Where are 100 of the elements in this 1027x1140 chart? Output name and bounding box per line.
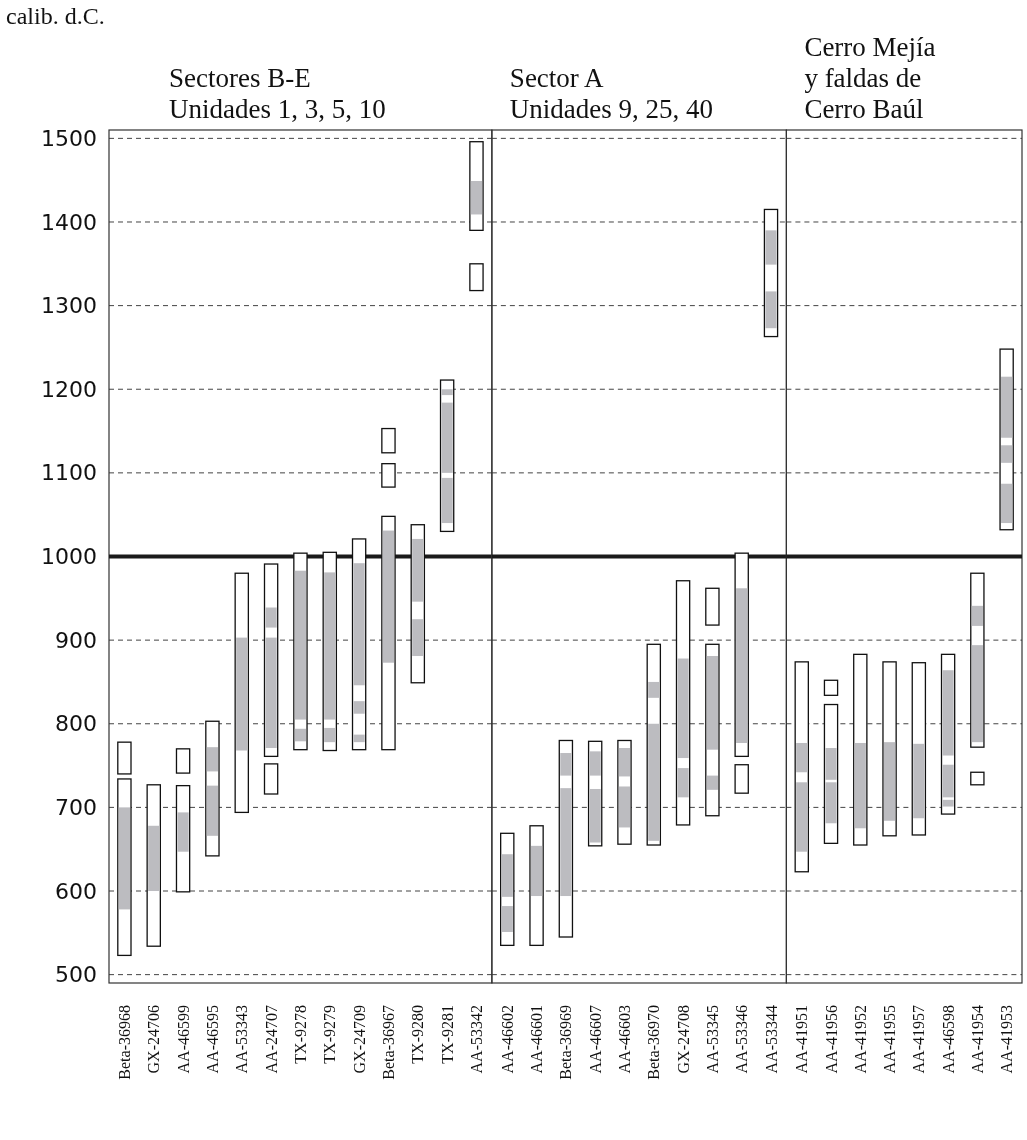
bar <box>412 538 424 602</box>
x-tick-label: AA-41952 <box>851 1005 869 1074</box>
bar <box>324 572 336 720</box>
bar <box>148 825 160 892</box>
y-tick-label: 800 <box>55 711 97 737</box>
bar <box>677 658 689 759</box>
bar <box>618 748 631 777</box>
bar <box>706 656 718 750</box>
y-tick-label: 900 <box>55 627 97 653</box>
bar <box>705 587 720 626</box>
y-tick-label: 1400 <box>41 209 97 235</box>
bar <box>589 751 601 776</box>
y-tick-label: 1300 <box>41 293 97 319</box>
y-tick-label: 1200 <box>41 376 97 402</box>
x-tick-label: AA-53344 <box>762 1005 780 1074</box>
x-tick-label: AA-46595 <box>204 1005 222 1074</box>
bar <box>501 854 513 897</box>
bar <box>677 768 689 798</box>
bar <box>382 530 395 663</box>
x-tick-label: Beta-36969 <box>557 1005 575 1080</box>
bar <box>971 645 983 743</box>
bar <box>381 427 396 454</box>
bar <box>263 763 279 795</box>
x-tick-label: AA-41955 <box>881 1005 899 1074</box>
x-tick-label: TX-9281 <box>438 1005 456 1064</box>
bar <box>913 743 925 819</box>
bar <box>854 742 866 829</box>
x-tick-label: AA-41954 <box>968 1005 986 1074</box>
bar <box>118 807 130 910</box>
x-tick-label: TX-9279 <box>321 1005 339 1064</box>
x-tick-label: GX-24708 <box>674 1005 692 1074</box>
x-tick-label: GX-24709 <box>350 1005 368 1074</box>
bar <box>560 788 572 897</box>
bar <box>825 748 837 780</box>
bar <box>796 782 808 852</box>
x-tick-label: AA-53345 <box>703 1005 721 1074</box>
bar <box>942 764 954 798</box>
bar <box>117 741 132 775</box>
bar <box>1001 445 1013 463</box>
bar <box>765 230 777 265</box>
x-tick-label: AA-53346 <box>733 1005 751 1074</box>
y-axis-title: calib. d.C. <box>6 3 105 29</box>
bar <box>501 906 513 932</box>
bar <box>265 637 277 749</box>
bar <box>381 463 396 488</box>
bar <box>530 845 543 897</box>
bar <box>469 263 484 292</box>
bar <box>734 764 749 794</box>
bar <box>970 771 985 786</box>
x-tick-label: GX-24706 <box>145 1005 163 1074</box>
x-tick-label: AA-46602 <box>498 1005 516 1074</box>
bar <box>294 570 307 720</box>
bar <box>175 748 191 774</box>
x-tick-label: AA-46599 <box>174 1005 192 1074</box>
chart-title: Sector A Unidades 9, 25, 40 <box>509 63 714 124</box>
bar <box>618 786 631 828</box>
bar <box>294 728 307 742</box>
chart-title: Cerro Mejía y faldas de Cerro Baúl <box>804 32 936 124</box>
x-tick-label: AA-41957 <box>910 1005 928 1074</box>
bar <box>265 607 277 628</box>
chart-title: Sectores B-E Unidades 1, 3, 5, 10 <box>169 63 386 124</box>
x-tick-label: AA-24707 <box>262 1005 280 1074</box>
bar <box>765 291 777 329</box>
x-tick-label: AA-46603 <box>616 1005 634 1074</box>
bar <box>648 723 660 841</box>
x-tick-label: AA-46607 <box>586 1005 604 1074</box>
x-tick-label: AA-53342 <box>468 1005 486 1074</box>
x-tick-label: AA-41953 <box>998 1005 1016 1074</box>
bar <box>942 799 954 807</box>
bar <box>648 681 660 698</box>
bar <box>883 742 896 821</box>
x-tick-label: AA-46598 <box>939 1005 957 1074</box>
bar <box>206 785 219 836</box>
bar <box>177 812 189 852</box>
bar <box>706 775 718 790</box>
bar <box>441 402 453 473</box>
bar <box>825 782 837 824</box>
bar <box>1001 483 1013 524</box>
bar <box>236 637 248 751</box>
x-tick-label: Beta-36967 <box>380 1005 398 1080</box>
bar <box>470 181 483 215</box>
x-tick-label: Beta-36970 <box>645 1005 663 1080</box>
x-tick-label: AA-41951 <box>793 1005 811 1074</box>
x-tick-label: AA-53343 <box>233 1005 251 1074</box>
bar <box>441 389 453 396</box>
y-tick-label: 1000 <box>41 544 97 570</box>
y-tick-label: 1500 <box>41 125 97 151</box>
x-tick-label: AA-46601 <box>528 1005 546 1074</box>
bar <box>736 588 748 743</box>
bar <box>353 734 365 743</box>
bar <box>796 742 808 773</box>
bar <box>353 563 365 686</box>
bar <box>412 619 424 657</box>
x-tick-label: TX-9280 <box>409 1005 427 1064</box>
bar <box>206 747 219 772</box>
y-tick-label: 600 <box>55 878 97 904</box>
bar <box>1001 376 1013 438</box>
bar <box>353 701 365 714</box>
bar <box>560 753 572 776</box>
x-tick-label: TX-9278 <box>292 1005 310 1064</box>
